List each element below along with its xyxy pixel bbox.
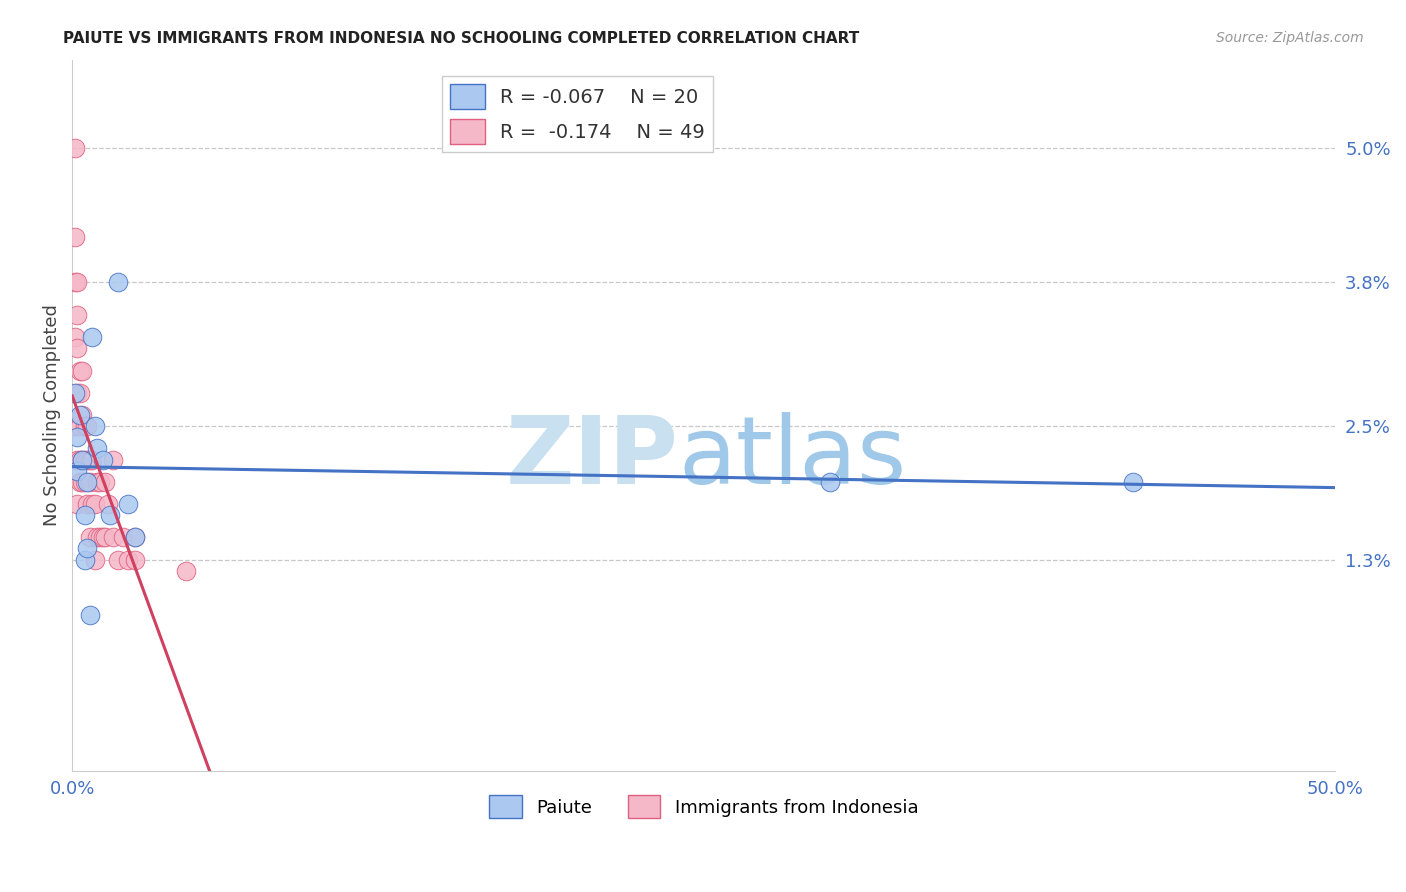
Point — [76, 541, 98, 556]
Legend: Paiute, Immigrants from Indonesia: Paiute, Immigrants from Indonesia — [482, 788, 925, 826]
Point — [86, 442, 108, 456]
Text: Source: ZipAtlas.com: Source: ZipAtlas.com — [1216, 31, 1364, 45]
Point — [91, 452, 114, 467]
Point — [69, 385, 91, 400]
Point — [69, 364, 91, 378]
Point — [63, 330, 86, 344]
Point — [124, 530, 146, 544]
Point — [107, 275, 129, 289]
Point — [84, 497, 107, 511]
Point — [94, 530, 117, 544]
Point — [63, 230, 86, 244]
Point — [111, 530, 134, 544]
Text: ZIP: ZIP — [506, 412, 679, 504]
Point — [73, 419, 96, 434]
Point — [63, 141, 86, 155]
Point — [66, 497, 89, 511]
Point — [66, 342, 89, 356]
Point — [117, 552, 139, 566]
Point — [66, 385, 89, 400]
Point — [66, 308, 89, 322]
Point — [73, 475, 96, 489]
Point — [76, 497, 98, 511]
Point — [76, 475, 98, 489]
Point — [818, 475, 841, 489]
Point — [107, 552, 129, 566]
Point — [82, 330, 104, 344]
Point — [69, 419, 91, 434]
Point — [124, 530, 146, 544]
Point — [72, 452, 94, 467]
Point — [73, 452, 96, 467]
Point — [86, 530, 108, 544]
Point — [82, 497, 104, 511]
Point — [94, 475, 117, 489]
Point — [79, 608, 101, 623]
Point — [79, 530, 101, 544]
Point — [101, 530, 124, 544]
Point — [89, 475, 111, 489]
Point — [76, 452, 98, 467]
Point — [101, 452, 124, 467]
Point — [66, 275, 89, 289]
Point — [69, 452, 91, 467]
Point — [84, 419, 107, 434]
Point — [66, 430, 89, 444]
Point — [73, 508, 96, 523]
Point — [79, 452, 101, 467]
Y-axis label: No Schooling Completed: No Schooling Completed — [44, 304, 60, 526]
Point — [73, 552, 96, 566]
Point — [1122, 475, 1144, 489]
Point — [66, 452, 89, 467]
Point — [84, 552, 107, 566]
Point — [69, 475, 91, 489]
Point — [79, 475, 101, 489]
Point — [98, 508, 121, 523]
Point — [174, 564, 197, 578]
Point — [72, 452, 94, 467]
Point — [63, 275, 86, 289]
Point — [91, 530, 114, 544]
Point — [76, 419, 98, 434]
Text: atlas: atlas — [679, 412, 907, 504]
Point — [124, 552, 146, 566]
Point — [117, 497, 139, 511]
Point — [72, 475, 94, 489]
Point — [89, 530, 111, 544]
Point — [72, 408, 94, 422]
Point — [63, 419, 86, 434]
Point — [82, 452, 104, 467]
Point — [72, 364, 94, 378]
Point — [66, 464, 89, 478]
Point — [97, 497, 120, 511]
Text: PAIUTE VS IMMIGRANTS FROM INDONESIA NO SCHOOLING COMPLETED CORRELATION CHART: PAIUTE VS IMMIGRANTS FROM INDONESIA NO S… — [63, 31, 859, 46]
Point — [69, 408, 91, 422]
Point — [63, 385, 86, 400]
Point — [86, 475, 108, 489]
